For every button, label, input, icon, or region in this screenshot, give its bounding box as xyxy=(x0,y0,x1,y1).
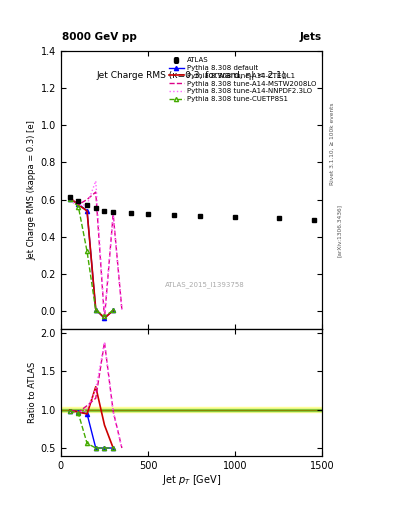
Pythia 8.308 default xyxy=(85,207,90,214)
Pythia 8.308 tune-A14-NNPDF2.3LO xyxy=(119,307,124,313)
Pythia 8.308 tune-A14-MSTW2008LO xyxy=(94,189,98,195)
Pythia 8.308 tune-CUETP8S1 xyxy=(67,196,72,202)
Pythia 8.308 tune-A14-MSTW2008LO xyxy=(102,315,107,321)
Line: Pythia 8.308 tune-CUETP8S1: Pythia 8.308 tune-CUETP8S1 xyxy=(68,197,115,318)
Pythia 8.308 tune-A14-NNPDF2.3LO xyxy=(67,198,72,204)
Pythia 8.308 default xyxy=(76,201,81,207)
Pythia 8.308 tune-A14-MSTW2008LO xyxy=(119,307,124,313)
Pythia 8.308 tune-CUETP8S1 xyxy=(85,248,90,254)
Pythia 8.308 tune-A14-MSTW2008LO xyxy=(76,202,81,208)
Pythia 8.308 tune-A14-MSTW2008LO xyxy=(67,195,72,201)
Pythia 8.308 tune-A14-NNPDF2.3LO xyxy=(102,315,107,321)
Pythia 8.308 tune-A14-CTEQL1 xyxy=(76,202,81,208)
Pythia 8.308 tune-CUETP8S1 xyxy=(76,203,81,209)
Text: 8000 GeV pp: 8000 GeV pp xyxy=(62,32,137,42)
Bar xyxy=(61,409,322,411)
Pythia 8.308 tune-A14-MSTW2008LO xyxy=(111,211,116,218)
Pythia 8.308 tune-A14-CTEQL1 xyxy=(111,307,116,313)
Pythia 8.308 tune-A14-CTEQL1 xyxy=(67,195,72,201)
Pythia 8.308 tune-CUETP8S1 xyxy=(111,307,116,313)
Pythia 8.308 default xyxy=(67,196,72,202)
Pythia 8.308 tune-A14-CTEQL1 xyxy=(85,208,90,214)
Text: Jets: Jets xyxy=(299,32,321,42)
Pythia 8.308 tune-A14-CTEQL1 xyxy=(94,306,98,312)
Pythia 8.308 tune-A14-NNPDF2.3LO xyxy=(94,178,98,184)
Text: Jet Charge RMS (κ=0.3, forward, η| < 2.1): Jet Charge RMS (κ=0.3, forward, η| < 2.1… xyxy=(97,71,286,80)
Pythia 8.308 tune-A14-NNPDF2.3LO xyxy=(85,202,90,208)
Line: Pythia 8.308 tune-A14-MSTW2008LO: Pythia 8.308 tune-A14-MSTW2008LO xyxy=(70,192,122,318)
Line: Pythia 8.308 tune-A14-CTEQL1: Pythia 8.308 tune-A14-CTEQL1 xyxy=(70,198,113,318)
Line: Pythia 8.308 tune-A14-NNPDF2.3LO: Pythia 8.308 tune-A14-NNPDF2.3LO xyxy=(70,181,122,318)
X-axis label: Jet $p_T$ [GeV]: Jet $p_T$ [GeV] xyxy=(162,473,221,487)
Legend: ATLAS, Pythia 8.308 default, Pythia 8.308 tune-A14-CTEQL1, Pythia 8.308 tune-A14: ATLAS, Pythia 8.308 default, Pythia 8.30… xyxy=(166,55,319,105)
Y-axis label: Jet Charge RMS (kappa = 0.3) [e]: Jet Charge RMS (kappa = 0.3) [e] xyxy=(28,120,37,260)
Text: [arXiv:1306.3436]: [arXiv:1306.3436] xyxy=(337,204,342,257)
Pythia 8.308 tune-A14-NNPDF2.3LO xyxy=(76,202,81,208)
Pythia 8.308 default xyxy=(111,307,116,313)
Pythia 8.308 tune-CUETP8S1 xyxy=(102,313,107,319)
Bar xyxy=(61,408,322,412)
Pythia 8.308 default xyxy=(94,307,98,313)
Text: Rivet 3.1.10, ≥ 100k events: Rivet 3.1.10, ≥ 100k events xyxy=(329,102,334,185)
Line: Pythia 8.308 default: Pythia 8.308 default xyxy=(68,197,115,320)
Y-axis label: Ratio to ATLAS: Ratio to ATLAS xyxy=(28,362,37,423)
Pythia 8.308 tune-A14-CTEQL1 xyxy=(102,315,107,321)
Pythia 8.308 tune-CUETP8S1 xyxy=(94,307,98,313)
Text: ATLAS_2015_I1393758: ATLAS_2015_I1393758 xyxy=(165,282,244,288)
Pythia 8.308 default xyxy=(102,315,107,321)
Pythia 8.308 tune-A14-MSTW2008LO xyxy=(85,197,90,203)
Pythia 8.308 tune-A14-NNPDF2.3LO xyxy=(111,211,116,218)
